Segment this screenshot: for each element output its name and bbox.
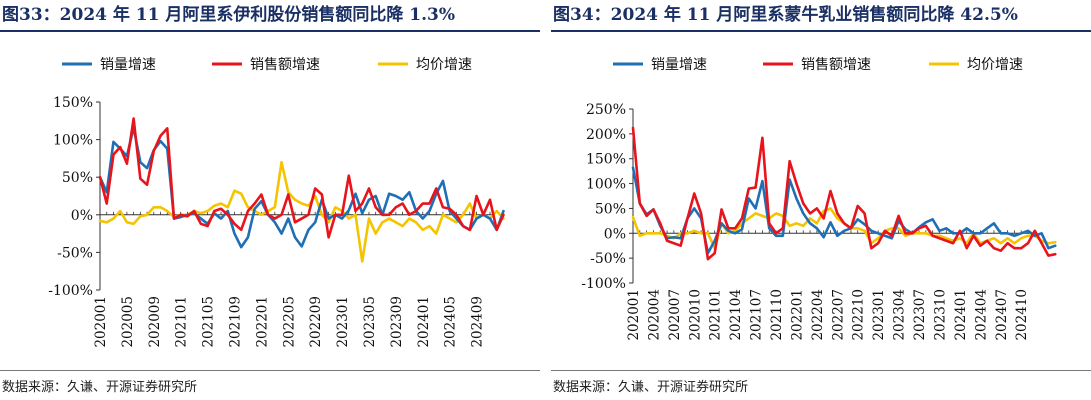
y-tick-label: -100% — [48, 283, 93, 299]
y-tick-label: 50% — [62, 170, 93, 186]
legend-label: 销量增速 — [651, 57, 707, 73]
x-tick-label: 202001 — [93, 296, 109, 348]
x-tick-label: 202301 — [335, 296, 351, 348]
legend-label: 销量增速 — [100, 57, 156, 73]
series-line-sales — [98, 117, 505, 239]
y-tick-label: 0% — [604, 226, 626, 242]
x-tick-label: 202301 — [871, 289, 887, 341]
y-tick-label: 250% — [586, 102, 626, 118]
x-tick-label: 202401 — [416, 296, 432, 348]
x-tick-label: 202005 — [120, 296, 136, 348]
x-tick-label: 202104 — [728, 289, 744, 341]
x-tick-label: 202107 — [749, 289, 765, 341]
series-line-price — [631, 207, 1057, 250]
x-tick-label: 202201 — [254, 296, 270, 348]
x-tick-label: 202105 — [201, 296, 217, 348]
y-tick-label: -50% — [590, 251, 626, 267]
line-chart-yili: 销量增速 销售额增速 均价增速 -100% -50% 0% 50% 100% 150% 20200… — [48, 57, 505, 348]
y-tick-label: 50% — [595, 201, 626, 217]
x-tick-label: 202204 — [810, 289, 826, 341]
x-tick-label: 202201 — [789, 289, 805, 341]
y-tick-label: -50% — [57, 245, 93, 261]
y-tick-label: 200% — [586, 127, 626, 143]
legend-label: 销售额增速 — [250, 57, 320, 73]
x-tick-label: 202109 — [227, 296, 243, 348]
x-tick-label: 202205 — [281, 296, 297, 348]
legend-label: 均价增速 — [416, 57, 472, 73]
legend-label: 销售额增速 — [801, 57, 871, 73]
figure-title: 图34：2024 年 11 月阿里系蒙牛乳业销售额同比降 42.5% — [553, 5, 1018, 25]
x-tick-label: 202207 — [830, 289, 846, 341]
x-tick-label: 202007 — [667, 289, 683, 341]
x-tick-label: 202405 — [443, 296, 459, 348]
y-tick-label: 100% — [586, 177, 626, 193]
x-tick-label: 202010 — [687, 289, 703, 341]
x-tick-label: 202410 — [1014, 289, 1030, 341]
x-tick-label: 202304 — [892, 289, 908, 341]
title-divider — [551, 30, 1091, 32]
chart-panel-yili: 图33：2024 年 11 月阿里系伊利股份销售额同比降 1.3% 销量增速 销售… — [0, 0, 540, 400]
y-tick-label: 150% — [586, 152, 626, 168]
legend-label: 均价增速 — [967, 57, 1023, 73]
source-note: 数据来源：久谦、开源证券研究所 — [2, 380, 198, 395]
x-tick-label: 202101 — [174, 296, 190, 348]
figure-title: 图33：2024 年 11 月阿里系伊利股份销售额同比降 1.3% — [2, 5, 456, 25]
x-tick-label: 202409 — [470, 296, 486, 348]
x-tick-label: 202009 — [147, 296, 163, 348]
y-tick-label: -100% — [581, 276, 626, 292]
series-line-sales — [631, 126, 1057, 261]
x-tick-label: 202404 — [973, 289, 989, 341]
x-tick-label: 202110 — [769, 289, 785, 341]
x-tick-label: 202401 — [953, 289, 969, 341]
series-line-price — [98, 160, 505, 263]
chart-panel-mengniu: 图34：2024 年 11 月阿里系蒙牛乳业销售额同比降 42.5% 销量增速销… — [551, 0, 1091, 400]
x-tick-label: 202307 — [912, 289, 928, 341]
x-tick-label: 202309 — [389, 296, 405, 348]
y-tick-label: 150% — [53, 95, 93, 111]
y-tick-label: 0% — [71, 208, 93, 224]
x-tick-label: 202210 — [851, 289, 867, 341]
x-tick-label: 202310 — [932, 289, 948, 341]
x-tick-label: 202209 — [308, 296, 324, 348]
y-tick-label: 100% — [53, 133, 93, 149]
source-divider — [551, 370, 1091, 371]
x-tick-label: 202407 — [994, 289, 1010, 341]
x-tick-label: 202001 — [626, 289, 642, 341]
source-divider — [0, 370, 540, 371]
x-tick-label: 202004 — [646, 289, 662, 341]
line-chart-mengniu: 销量增速 销售额增速 均价增速 -100% -50% 0% 50% 100% 150% 200% 2… — [581, 57, 1057, 341]
x-tick-label: 202101 — [708, 289, 724, 341]
source-note: 数据来源：久谦、开源证券研究所 — [553, 380, 749, 395]
x-tick-label: 202305 — [362, 296, 378, 348]
title-divider — [0, 30, 540, 32]
series-line-volume — [98, 126, 505, 249]
